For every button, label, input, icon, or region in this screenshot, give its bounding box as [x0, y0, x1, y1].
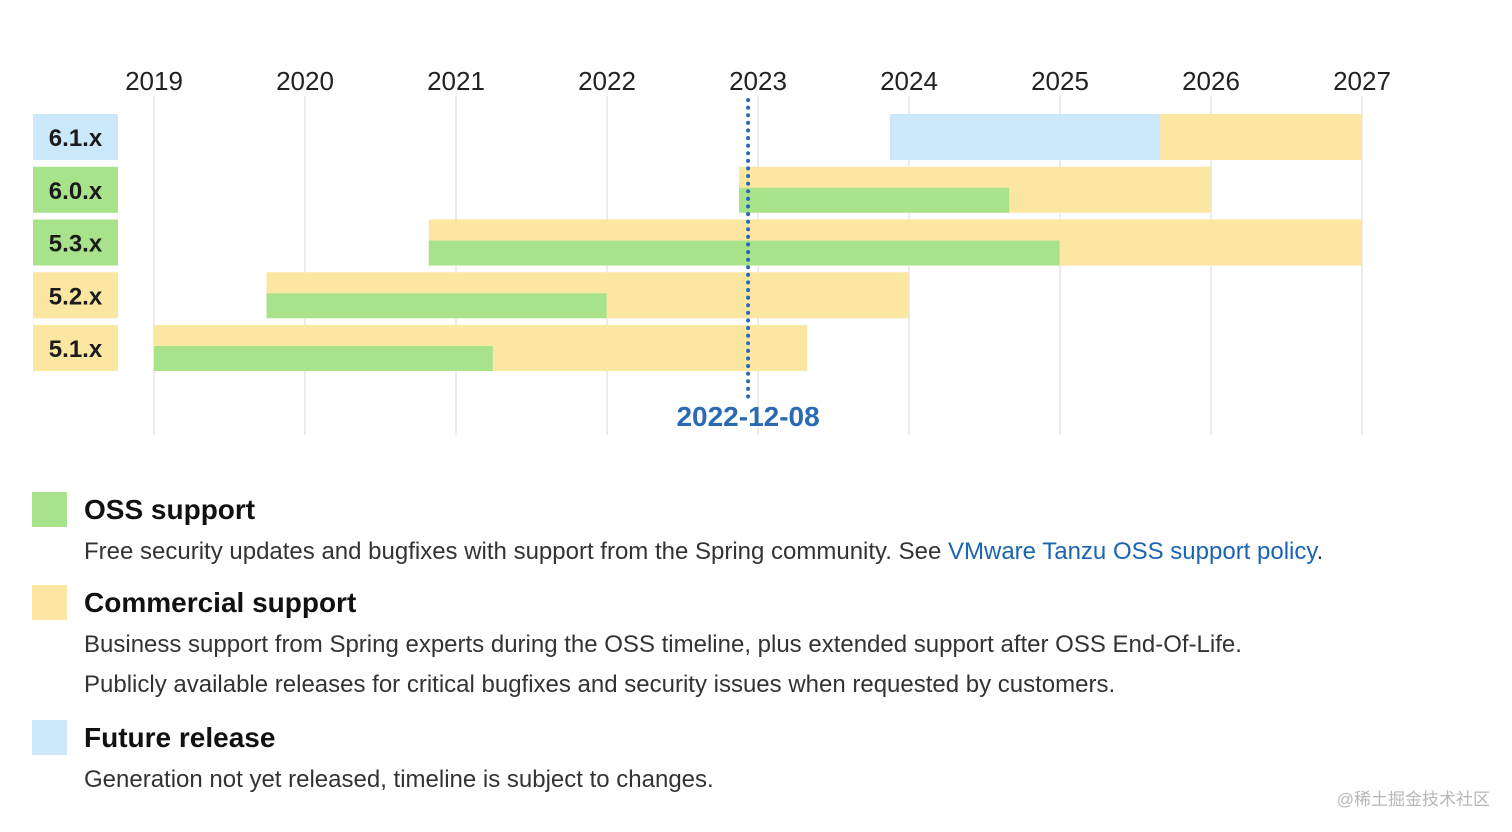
version-label-5-1-x: 5.1.x — [49, 336, 103, 363]
year-label-2019: 2019 — [125, 66, 183, 96]
version-label-6-0-x: 6.0.x — [49, 178, 103, 205]
oss-bar-5-3-x — [428, 240, 1060, 266]
commercial-description: Business support from Spring experts dur… — [84, 625, 1242, 705]
oss-title: OSS support — [84, 494, 256, 525]
year-label-2023: 2023 — [729, 66, 787, 96]
version-badge-5-2-x — [33, 272, 118, 319]
watermark: @稀土掘金技术社区 — [1336, 790, 1490, 809]
support-timeline-chart: 2019 2020 2021 2022 2023 2024 2025 2026 2027 6.1.… — [33, 66, 1391, 435]
commercial-swatch — [32, 585, 67, 620]
commercial-desc-line2: Publicly available releases for critical… — [84, 671, 1116, 698]
year-label-2021: 2021 — [427, 66, 485, 96]
year-label-2026: 2026 — [1182, 66, 1240, 96]
future-description: Generation not yet released, timeline is… — [84, 766, 714, 793]
oss-description: Free security updates and bugfixes with … — [84, 532, 1323, 572]
timeline-svg: 2019 2020 2021 2022 2023 2024 2025 2026 2027 6.1.… — [33, 66, 1391, 435]
oss-desc-suffix: . — [1316, 538, 1324, 565]
version-badge-5-1-x — [33, 325, 118, 371]
oss-support-policy-link[interactable]: VMware Tanzu OSS support policy — [947, 538, 1317, 565]
oss-bar-5-1-x — [154, 346, 493, 371]
year-label-2025: 2025 — [1031, 66, 1089, 96]
year-label-2027: 2027 — [1333, 66, 1391, 96]
commercial-title: Commercial support — [84, 587, 357, 618]
oss-bar-6-0-x — [738, 187, 1010, 213]
version-label-6-1-x: 6.1.x — [49, 125, 103, 152]
year-label-2024: 2024 — [880, 66, 938, 96]
version-badge-6-1-x — [33, 114, 118, 160]
oss-desc-text: Free security updates and bugfixes with … — [84, 538, 948, 565]
future-bar-6-1-x — [889, 114, 1161, 160]
version-badge-5-3-x — [33, 219, 118, 266]
year-label-2022: 2022 — [578, 66, 636, 96]
version-label-5-2-x: 5.2.x — [49, 283, 103, 310]
year-label-2020: 2020 — [276, 66, 334, 96]
version-badge-6-0-x — [33, 166, 118, 213]
oss-bar-5-2-x — [266, 293, 607, 319]
current-date-label: 2022-12-08 — [676, 401, 819, 432]
future-swatch — [32, 720, 67, 755]
commercial-bar-6-1-x — [1160, 114, 1362, 160]
commercial-desc-line1: Business support from Spring experts dur… — [84, 631, 1242, 658]
future-title: Future release — [84, 722, 276, 753]
oss-swatch — [32, 492, 67, 527]
version-label-5-3-x: 5.3.x — [49, 231, 103, 258]
